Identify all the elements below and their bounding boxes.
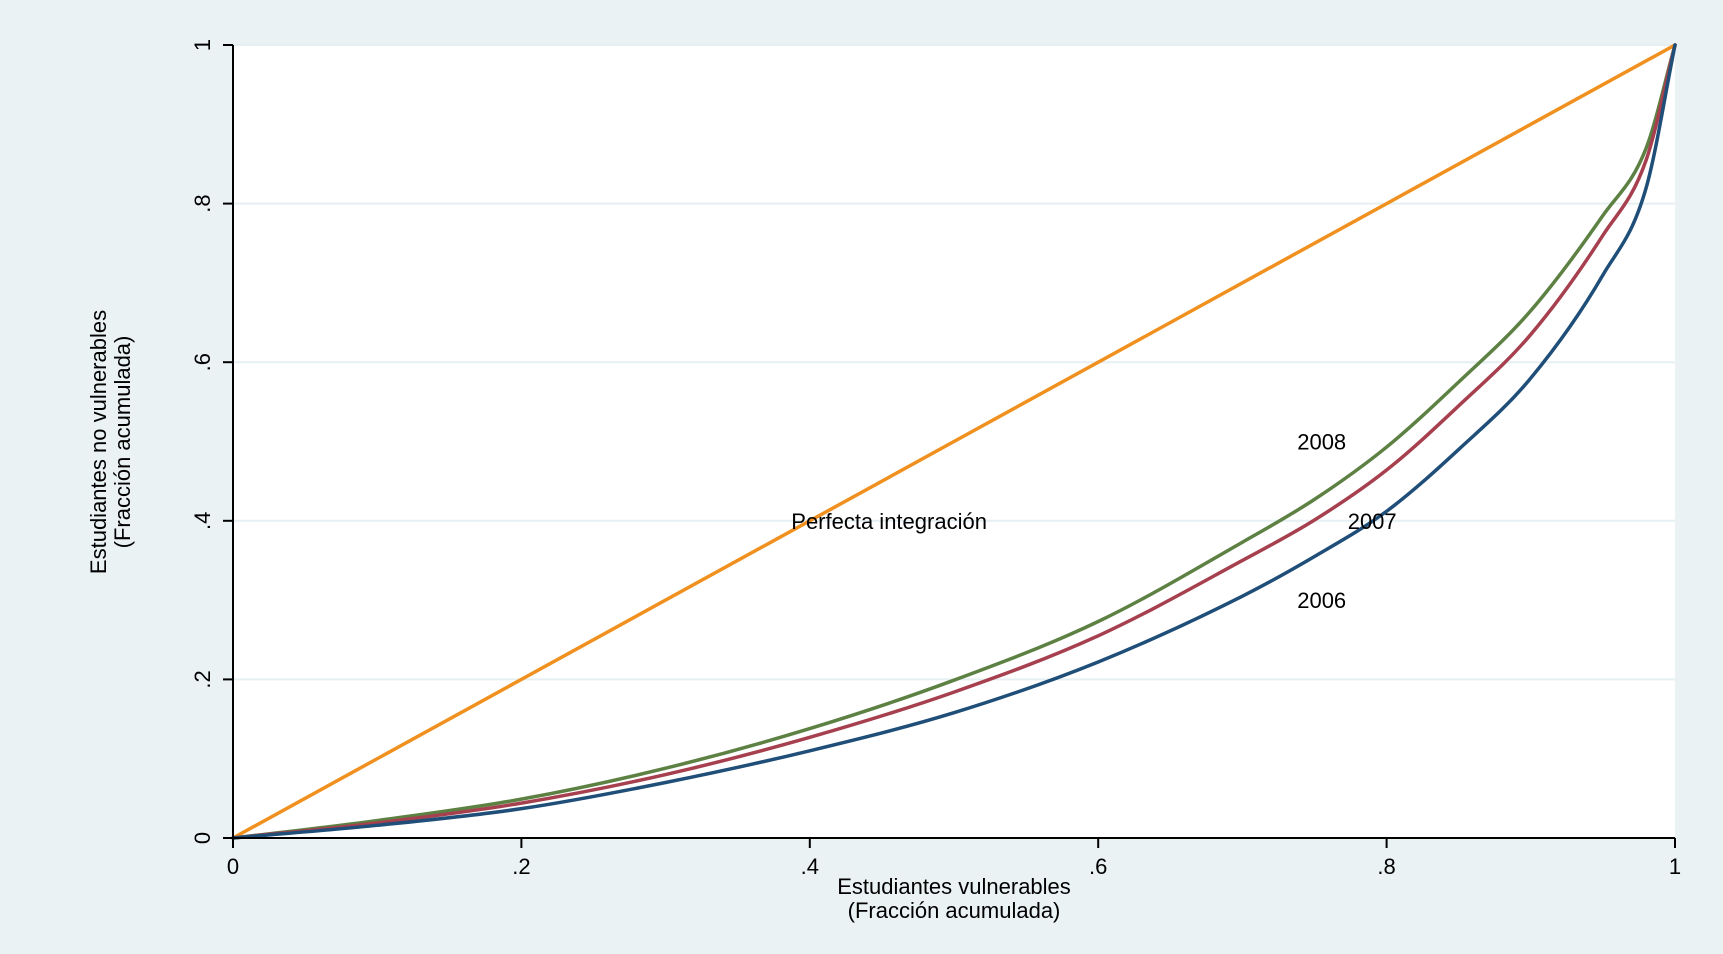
series-line-perfecta-integracion [231,43,1677,840]
y-tick-label-group-0: 0 [190,832,215,844]
y-tick-label-4: .4 [190,512,215,530]
y-axis-title-line1: Estudiantes no vulnerables [86,310,111,574]
y-tick-label-2: .2 [190,670,215,688]
y-tick-label-0: 0 [190,832,215,844]
x-tick-label-8: .8 [1377,854,1395,879]
y-tick-label-group-2: .2 [190,670,215,688]
series-lines [231,43,1677,840]
series-line-2006 [231,43,1677,840]
y-tick-label-6: .6 [190,353,215,371]
axes [232,45,1675,839]
y-axis-title-line2: (Fracción acumulada) [110,336,135,549]
y-axis-ticks: 0 .2 .4 .6 .8 1 [190,39,233,844]
x-axis-ticks: 0 .2 .4 .6 .8 1 [227,838,1681,879]
series-line-2007 [231,43,1677,840]
series-line-2008 [231,43,1677,840]
annotations: Perfecta integración 2008 2007 2006 [791,430,1396,614]
x-tick-label-4: .4 [801,854,819,879]
y-tick-label-group-1: 1 [190,39,215,51]
x-tick-label-0: 0 [227,854,239,879]
y-tick-label-group-6: .6 [190,353,215,371]
y-tick-label-group-8: .8 [190,194,215,212]
y-tick-label-group-4: .4 [190,512,215,530]
x-axis-title-line2: (Fracción acumulada) [848,898,1061,923]
annotation-2008: 2008 [1297,430,1346,455]
y-tick-label-1: 1 [190,39,215,51]
annotation-2006: 2006 [1297,588,1346,613]
x-tick-label-6: .6 [1089,854,1107,879]
annotation-perfecta-integracion: Perfecta integración [791,509,987,534]
annotation-2007: 2007 [1348,509,1397,534]
y-tick-label-8: .8 [190,194,215,212]
x-tick-label-2: .2 [512,854,530,879]
x-tick-label-1: 1 [1669,854,1681,879]
x-axis-title-line1: Estudiantes vulnerables [837,874,1071,899]
